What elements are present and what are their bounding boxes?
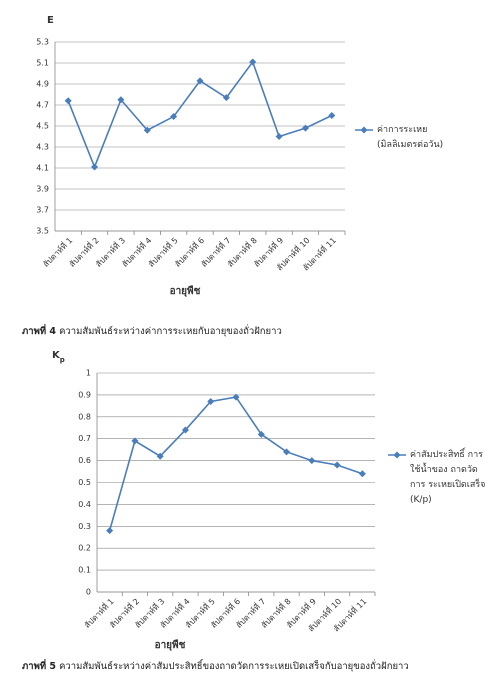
caption-text: ความสัมพันธ์ระหว่างค่าการระเหยกับอายุของ… <box>59 326 282 337</box>
caption-text: ความสัมพันธ์ระหว่างค่าสัมประสิทธิ์ของถาด… <box>59 661 409 672</box>
data-point <box>143 126 151 134</box>
y-tick-label: 4.1 <box>36 164 49 173</box>
data-point <box>301 124 309 132</box>
data-point <box>91 163 99 171</box>
data-point <box>106 527 114 535</box>
data-point <box>328 112 336 119</box>
y-axis-label: Kp <box>52 350 65 364</box>
data-point <box>275 133 283 140</box>
legend-marker <box>360 126 368 134</box>
y-tick-label: 0.8 <box>78 412 91 421</box>
data-point <box>222 94 230 102</box>
data-point <box>358 470 366 478</box>
data-point <box>333 461 341 469</box>
caption-label: ภาพที่ 5 <box>22 661 57 672</box>
y-tick-label: 0.1 <box>78 566 91 575</box>
y-axis-label: E <box>47 15 54 26</box>
y-tick-label: 0.2 <box>78 544 91 553</box>
y-tick-label: 4.3 <box>36 143 49 152</box>
data-point <box>283 448 291 456</box>
y-tick-label: 0.4 <box>78 500 91 509</box>
x-axis-label: อายุพืช <box>170 285 201 297</box>
data-point <box>64 97 72 105</box>
data-point <box>170 113 178 121</box>
caption: ภาพที่ 5 ความสัมพันธ์ระหว่างค่าสัมประสิท… <box>22 659 409 674</box>
legend-marker <box>393 451 401 459</box>
legend-label: ค่าสัมประสิทธิ์ การใช้น้ำของ ถาดวัดการ ร… <box>410 450 486 505</box>
data-point <box>232 393 240 401</box>
legend-label: ค่าการระเหย (มิลลิเมตรต่อวัน) <box>377 125 444 150</box>
data-point <box>117 96 125 104</box>
data-point <box>196 77 204 85</box>
data-point <box>131 437 139 445</box>
data-point <box>257 430 265 438</box>
y-tick-label: 0.5 <box>78 478 91 487</box>
data-point <box>308 457 316 465</box>
y-tick-label: 0.9 <box>78 390 91 399</box>
y-tick-label: 4.7 <box>36 101 49 110</box>
y-tick-label: 3.9 <box>36 185 49 194</box>
series-line <box>108 396 363 531</box>
data-point <box>249 58 257 66</box>
y-tick-label: 0.3 <box>78 522 91 531</box>
y-tick-label: 0.7 <box>78 434 91 443</box>
caption-label: ภาพที่ 4 <box>22 326 57 337</box>
data-point <box>156 452 164 460</box>
y-axis-label-sub: p <box>60 356 65 364</box>
y-tick-label: 0 <box>86 588 91 597</box>
y-tick-label: 4.5 <box>36 122 49 131</box>
y-tick-label: 3.7 <box>36 206 49 215</box>
y-tick-label: 5.1 <box>36 59 49 68</box>
caption: ภาพที่ 4 ความสัมพันธ์ระหว่างค่าการระเหยก… <box>22 324 282 339</box>
y-tick-label: 3.5 <box>36 227 49 236</box>
data-point <box>181 426 189 434</box>
x-axis-label: อายุพืช <box>155 639 186 651</box>
y-tick-label: 1 <box>86 369 91 378</box>
y-tick-label: 4.9 <box>36 80 49 89</box>
y-tick-label: 5.3 <box>36 38 49 47</box>
y-tick-label: 0.6 <box>78 456 91 465</box>
data-point <box>207 397 215 405</box>
